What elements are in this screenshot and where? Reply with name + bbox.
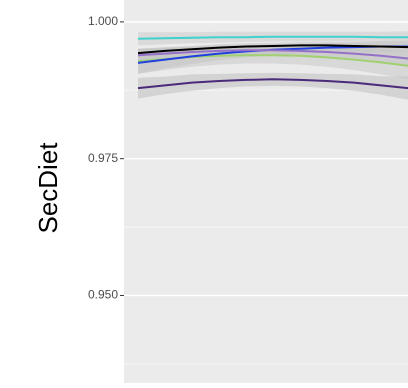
series-lines bbox=[137, 35, 408, 90]
y-tick-label-2: 0.950 bbox=[88, 288, 118, 302]
confidence-band-0 bbox=[138, 31, 408, 46]
series-line-0 bbox=[137, 35, 408, 40]
series-line-5 bbox=[137, 78, 408, 90]
series-line-3 bbox=[137, 49, 408, 60]
y-axis: 1.000 0.975 0.950 bbox=[88, 14, 124, 302]
y-axis-title: SecDiet bbox=[33, 142, 63, 234]
y-tick-label-0: 1.000 bbox=[88, 14, 118, 28]
confidence-band-5 bbox=[138, 72, 408, 100]
y-tick-label-1: 0.975 bbox=[88, 151, 118, 165]
series-line-4 bbox=[137, 44, 408, 55]
